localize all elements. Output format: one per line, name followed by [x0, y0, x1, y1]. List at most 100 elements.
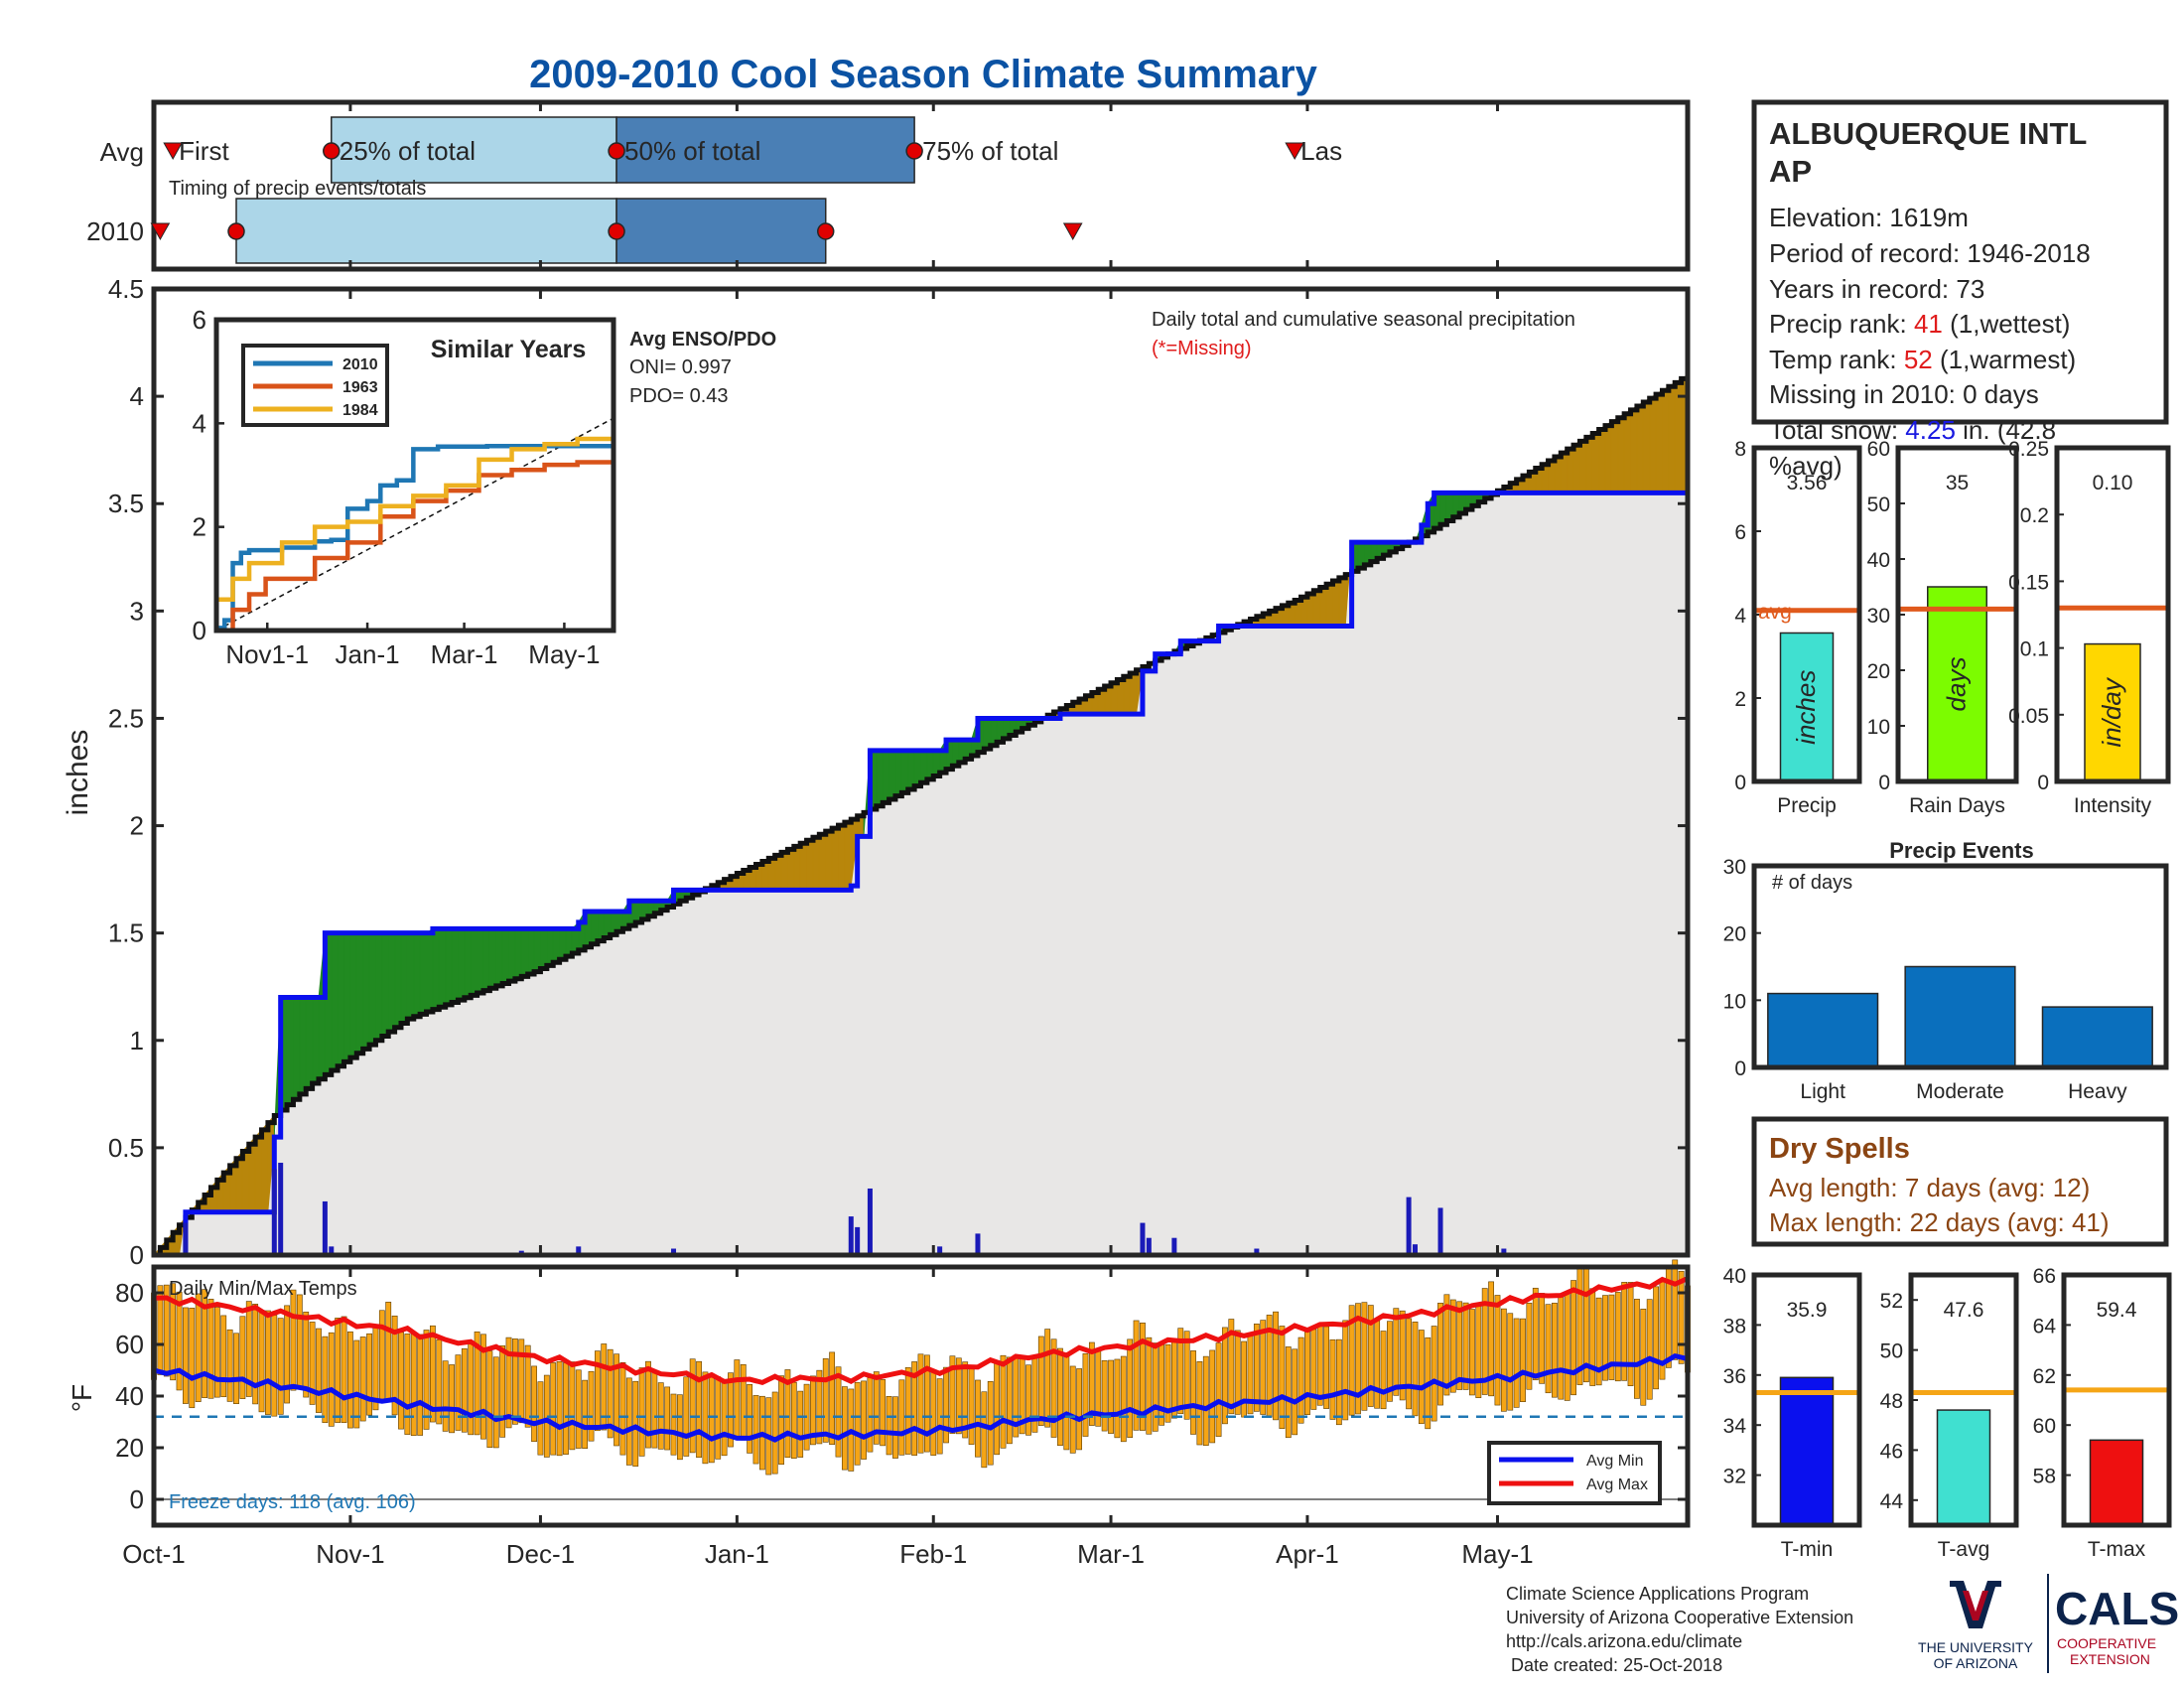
- inset-frame: [213, 317, 616, 633]
- mini-tick-label: 52: [1880, 1290, 1903, 1313]
- daily-precip-bar: [271, 1169, 277, 1255]
- main-plot-content: [153, 373, 1691, 1258]
- cals-logo: CALS: [2055, 1583, 2179, 1634]
- precip-events-chart: Precip Events Light Moderate Heavy0102030 …: [1723, 838, 2169, 1103]
- daily-temp-bar: [1044, 1329, 1051, 1428]
- daily-temp-bar: [1526, 1303, 1533, 1390]
- above-avg-area: [337, 932, 344, 1067]
- daily-precip-bar: [975, 1233, 981, 1255]
- inset-xtick-label: Nov1-1: [225, 639, 309, 669]
- daily-temp-bar: [582, 1379, 589, 1449]
- daily-temp-bar: [1507, 1313, 1514, 1411]
- tavg-label: T-avg: [1938, 1538, 1990, 1561]
- daily-temp-bar: [1037, 1336, 1044, 1426]
- avg-p50-marker: [608, 142, 625, 160]
- mini-tick-label: 36: [1723, 1365, 1746, 1388]
- tmin-value: 35.9: [1787, 1299, 1828, 1322]
- date-tick-label: Mar-1: [1077, 1539, 1145, 1569]
- above-avg-area: [286, 997, 294, 1106]
- daily-temp-bar: [202, 1289, 207, 1398]
- daily-temp-bar: [1678, 1270, 1685, 1364]
- main-ytick-label: 0: [130, 1240, 144, 1270]
- ua-a-logo-icon: [1950, 1581, 2001, 1628]
- daily-temp-bar: [601, 1343, 608, 1431]
- daily-temp-bar: [747, 1383, 753, 1454]
- oni-value: ONI= 0.997: [629, 356, 732, 378]
- intensity-label: Intensity: [2074, 794, 2152, 817]
- mini-tick-label: 0.25: [2008, 438, 2049, 461]
- daily-precip-bar: [1146, 1237, 1152, 1255]
- below-avg-area: [1617, 413, 1625, 493]
- ua-line1: THE UNIVERSITY: [1918, 1639, 2034, 1655]
- daily-temp-bar: [1140, 1323, 1146, 1431]
- above-avg-area: [368, 932, 376, 1046]
- main-ytick-label: 1.5: [108, 918, 144, 948]
- daily-temp-bar: [835, 1366, 842, 1458]
- daily-temp-bar: [1431, 1326, 1437, 1422]
- daily-temp-bar: [1602, 1295, 1608, 1381]
- avg-min-line: [153, 1352, 1689, 1443]
- daily-temp-bar: [163, 1284, 170, 1377]
- daily-temp-bar: [524, 1344, 531, 1428]
- daily-temp-bar: [213, 1307, 220, 1398]
- inset-legend-label: 1984: [342, 402, 378, 419]
- daily-temp-bar: [1672, 1259, 1679, 1360]
- daily-temp-bar: [233, 1333, 239, 1405]
- daily-precip-bar: [329, 1246, 335, 1255]
- temp-plot-content: [151, 1259, 1691, 1500]
- above-avg-area: [419, 932, 427, 1015]
- daily-temp-bar: [861, 1380, 867, 1460]
- daily-precip-bar: [1412, 1244, 1418, 1255]
- below-avg-area: [825, 827, 833, 891]
- mini-tick-label: 4: [1734, 605, 1746, 628]
- inset-ytick-label: 0: [193, 616, 206, 645]
- timing-marks: First 25% of total 50% of total 75% of tota…: [150, 102, 1499, 269]
- above-avg-area: [355, 932, 364, 1055]
- events-ylabel: # of days: [1772, 872, 1852, 894]
- events-tick-label: 0: [1734, 1057, 1746, 1080]
- daily-precip-bar: [1437, 1207, 1443, 1255]
- daily-temp-bar: [740, 1363, 747, 1441]
- daily-temp-bar: [1285, 1346, 1292, 1439]
- below-avg-area: [831, 824, 839, 891]
- daily-temp-bar: [1273, 1311, 1279, 1421]
- mini-tick-label: 40: [1867, 549, 1890, 572]
- main-ylabel: inches: [62, 730, 94, 816]
- precip-bar: [1779, 632, 1835, 782]
- date-tick-label: Nov-1: [316, 1539, 384, 1569]
- daily-temp-bar: [563, 1362, 569, 1455]
- date-tick-label: Feb-1: [899, 1539, 967, 1569]
- daily-temp-bar: [385, 1302, 392, 1403]
- daily-temp-bar: [1437, 1303, 1443, 1406]
- daily-temp-bar: [1634, 1299, 1640, 1399]
- year-p25-marker: [227, 222, 245, 240]
- main-frame: [151, 286, 1691, 1258]
- daily-temp-bar: [226, 1329, 233, 1402]
- daily-temp-bar: [296, 1294, 303, 1390]
- below-avg-area: [844, 818, 852, 892]
- above-avg-area: [482, 927, 490, 992]
- daily-temp-bar: [1101, 1359, 1108, 1432]
- intensity-frame: [2054, 445, 2171, 784]
- daily-temp-bar: [1513, 1318, 1520, 1408]
- daily-temp-bar: [316, 1328, 322, 1413]
- above-avg-area: [394, 932, 402, 1029]
- main-ytick-label: 2: [130, 811, 144, 841]
- above-avg-area: [495, 927, 503, 987]
- above-avg-area: [400, 932, 408, 1025]
- daily-temp-bar: [1000, 1354, 1007, 1449]
- dry-spells-title: Dry Spells: [1769, 1133, 1910, 1165]
- station-precip-rank: Precip rank: 41 (1,wettest): [1769, 309, 2070, 339]
- tmin-frame: [1751, 1272, 1862, 1528]
- precip-label: Precip: [1777, 794, 1837, 817]
- above-avg-area: [900, 750, 909, 793]
- station-name-1: ALBUQUERQUE INTL: [1769, 116, 2087, 151]
- event-bar-heavy: [2041, 1006, 2153, 1068]
- daily-temp-bar: [449, 1364, 455, 1434]
- daily-temp-bar: [1640, 1309, 1647, 1406]
- daily-temp-bar: [569, 1361, 576, 1451]
- daily-temp-bar: [245, 1301, 252, 1397]
- inset-xtick-label: Mar-1: [431, 639, 498, 669]
